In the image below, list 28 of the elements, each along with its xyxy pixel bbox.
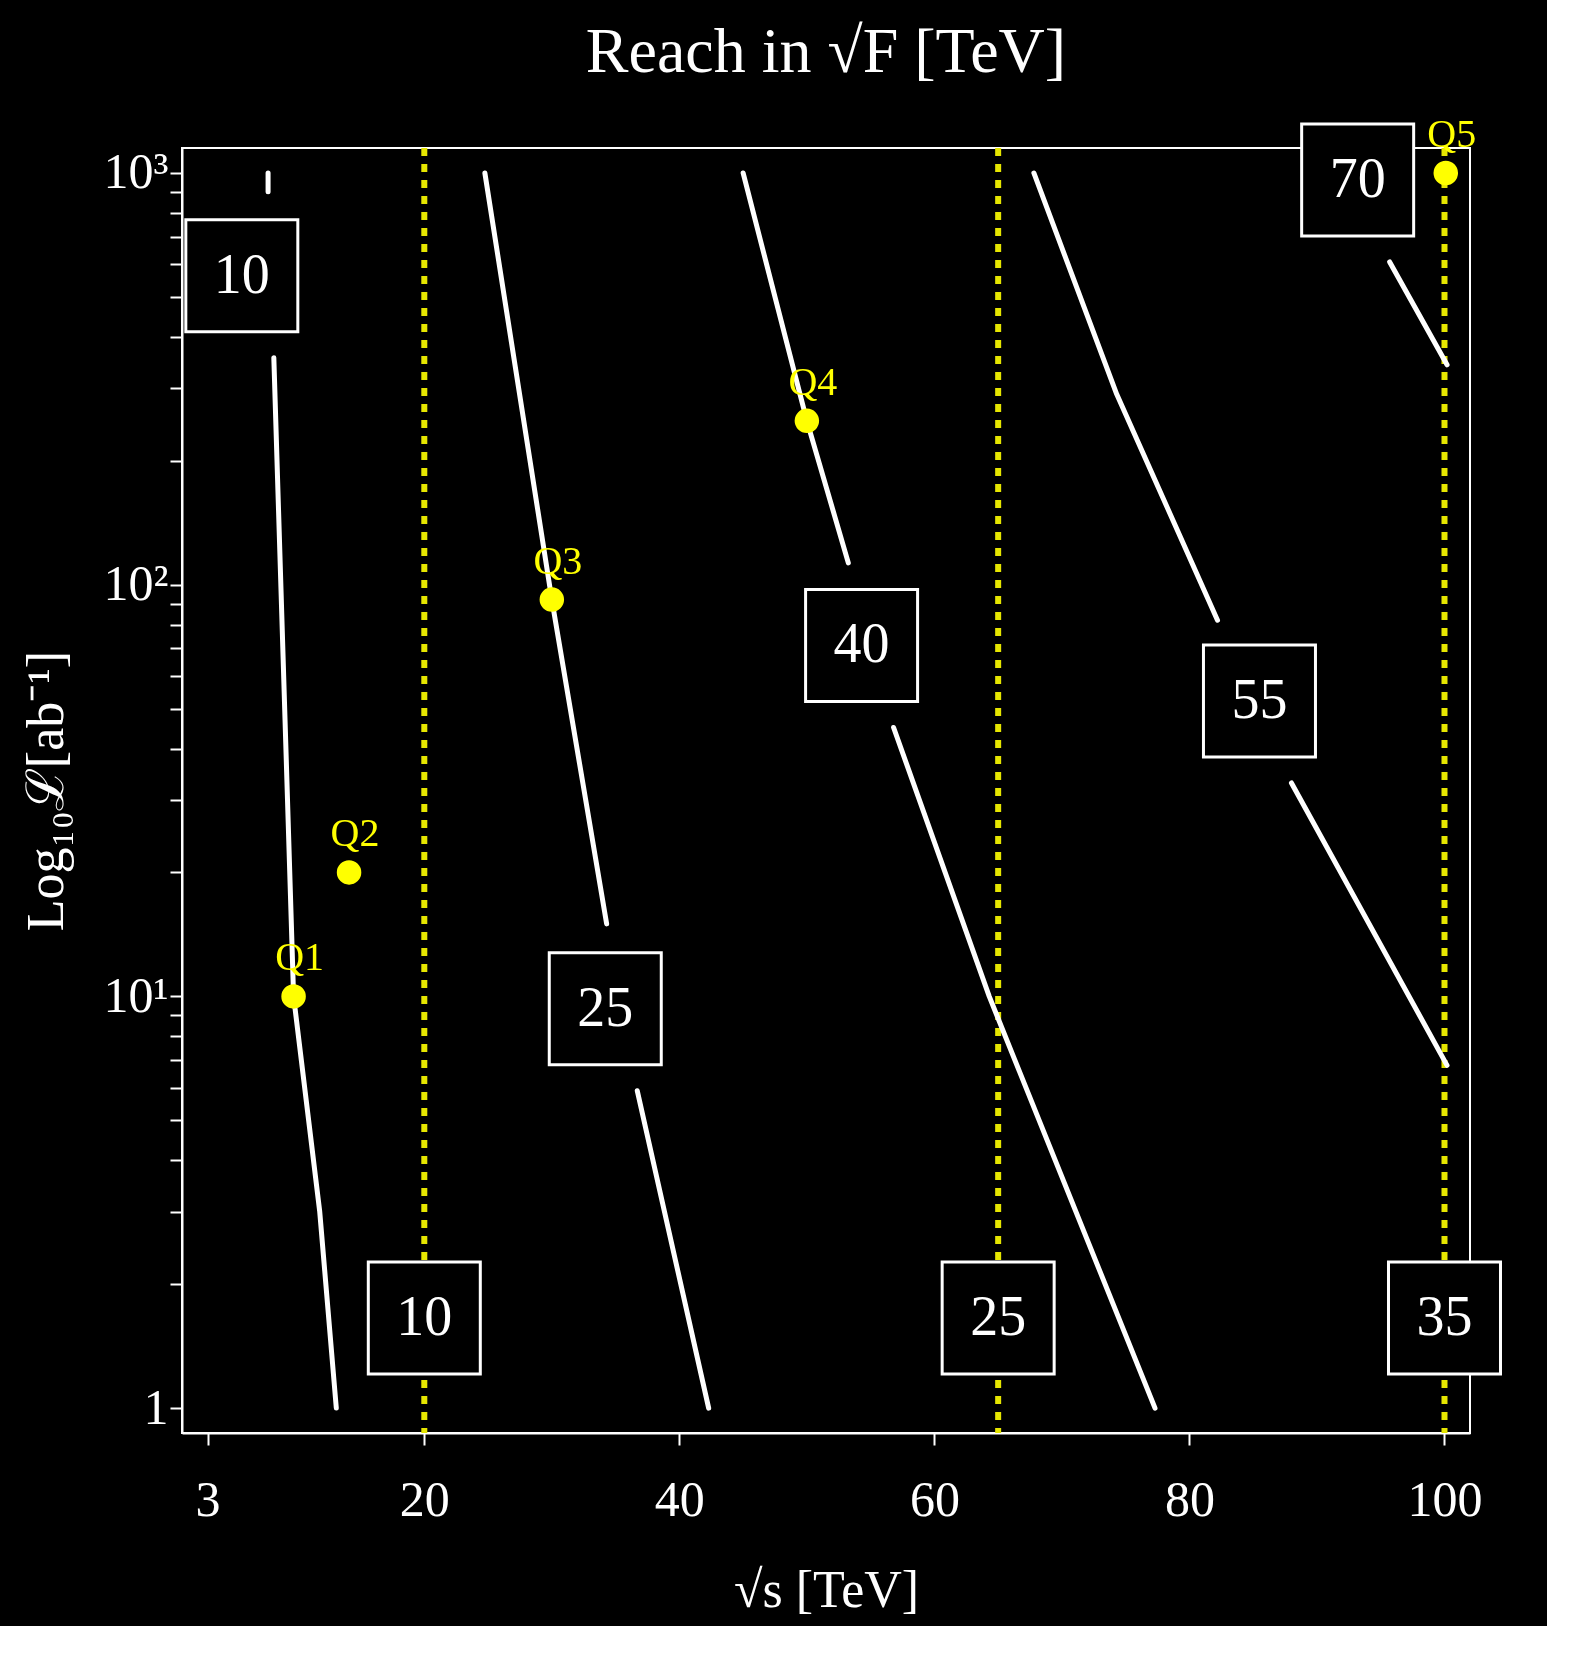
x-axis-title: √s [TeV] [733, 1560, 920, 1618]
y-tick-label: 10² [103, 555, 169, 612]
x-tick-label: 20 [399, 1470, 450, 1527]
x-tick-label: 3 [195, 1470, 221, 1527]
point [794, 408, 820, 434]
x-tick-label: 80 [1164, 1470, 1215, 1527]
series-label: 70 [1329, 146, 1386, 209]
y-axis-title: Log₁₀ℒ[ab⁻¹] [16, 650, 74, 932]
data-label: Q5 [1427, 110, 1477, 156]
annotation: 10 [396, 1285, 453, 1347]
y-tick-label: 10¹ [103, 966, 169, 1023]
series-label: 55 [1231, 667, 1288, 730]
point [1433, 160, 1459, 186]
y-tick-label: 10³ [103, 143, 169, 200]
x-tick-label: 60 [909, 1470, 960, 1527]
annotation: 35 [1416, 1285, 1473, 1347]
series-label: 25 [577, 975, 634, 1038]
annotation: 25 [970, 1285, 1027, 1347]
y-tick-label: 1 [143, 1378, 169, 1435]
x-tick-label: 40 [654, 1470, 705, 1527]
point [281, 984, 306, 1009]
data-label: Q2 [330, 810, 380, 856]
point [539, 587, 565, 612]
chart-title: Reach in √F [TeV] [585, 14, 1067, 86]
series-label: 10 [213, 242, 270, 305]
x-tick-label: 100 [1407, 1470, 1483, 1527]
point [336, 860, 362, 885]
series-label: 40 [833, 612, 890, 675]
